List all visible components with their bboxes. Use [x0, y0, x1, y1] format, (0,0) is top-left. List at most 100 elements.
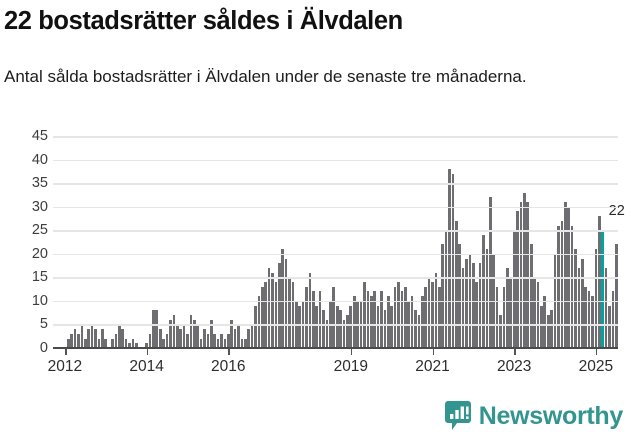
- bar: [257, 296, 261, 348]
- x-axis-labels: 2012 2014 2016 2019 2021 2023 2025: [48, 358, 618, 382]
- bar: [523, 192, 526, 348]
- bar: [563, 201, 567, 348]
- bar: [66, 338, 70, 348]
- bar: [529, 244, 533, 348]
- bar: [383, 310, 387, 348]
- y-axis-tick-label: 40: [31, 151, 48, 168]
- bar: [540, 305, 543, 348]
- gridline: [53, 324, 618, 326]
- bar: [509, 277, 513, 348]
- bar: [281, 249, 285, 348]
- bar: [461, 267, 465, 348]
- x-axis-tick-mark: [514, 348, 516, 355]
- y-axis-tick-label: 15: [31, 269, 48, 286]
- bar: [550, 310, 553, 348]
- bar: [543, 296, 547, 348]
- bar: [465, 258, 468, 348]
- bar: [366, 291, 370, 348]
- bar: [77, 333, 80, 348]
- gridline: [53, 277, 618, 279]
- bar: [574, 249, 577, 348]
- bar: [380, 291, 383, 348]
- bar: [111, 338, 114, 348]
- bar: [597, 216, 601, 348]
- bar: [448, 168, 451, 348]
- bar: [577, 267, 581, 348]
- bar: [424, 286, 427, 348]
- bar: [322, 310, 325, 348]
- bar: [131, 338, 135, 348]
- bar: [199, 338, 203, 348]
- bar: [373, 291, 376, 348]
- bar: [196, 324, 199, 348]
- page-title: 22 bostadsrätter såldes i Älvdalen: [4, 7, 403, 35]
- gridline: [53, 183, 618, 185]
- bar: [192, 319, 196, 348]
- bar: [417, 315, 421, 348]
- bar: [97, 338, 101, 348]
- bar: [390, 305, 393, 348]
- newsworthy-logo[interactable]: Newsworthy: [444, 401, 623, 431]
- bar: [482, 234, 485, 348]
- bar: [369, 296, 373, 348]
- bar: [502, 286, 506, 348]
- bar: [179, 329, 182, 348]
- bar: [169, 319, 172, 348]
- gridline: [53, 300, 618, 303]
- x-axis-tick-marks: [53, 348, 618, 356]
- bar: [458, 244, 462, 348]
- bar: [420, 296, 424, 348]
- bar: [546, 315, 550, 348]
- chart-plot-wrapper: 0 5 10 15 20 25 30 35 40 45 22 2012 2014 2016 2019 20…: [0, 129, 631, 386]
- bar: [349, 305, 353, 348]
- bar: [271, 272, 274, 348]
- bar: [318, 291, 322, 348]
- bar: [444, 230, 448, 348]
- gridline: [53, 230, 618, 232]
- y-axis-tick-label: 25: [31, 222, 48, 239]
- bar: [342, 319, 346, 348]
- x-axis-tick-mark: [595, 348, 598, 355]
- bar: [264, 282, 268, 348]
- bar: [608, 305, 611, 348]
- x-axis-tick-label: 2016: [211, 358, 246, 375]
- bar: [240, 338, 244, 348]
- bar: [519, 201, 523, 348]
- bar: [101, 329, 104, 348]
- bar: [155, 310, 159, 348]
- bar: [254, 305, 257, 348]
- gridline: [53, 253, 618, 256]
- x-axis-tick-label: 2019: [333, 358, 369, 375]
- bar: [158, 329, 162, 348]
- bar: [431, 282, 434, 348]
- bar: [451, 173, 455, 348]
- bar: [335, 305, 339, 348]
- bar: [305, 286, 308, 348]
- bar: [165, 333, 169, 348]
- bar: [247, 329, 251, 348]
- bar: [267, 267, 271, 348]
- x-axis-tick-mark: [64, 348, 67, 355]
- x-axis-tick-mark: [432, 348, 435, 355]
- bar: [203, 329, 206, 348]
- x-axis-tick-label: 2014: [129, 358, 164, 375]
- x-axis-tick-mark: [146, 348, 149, 355]
- gridline: [53, 206, 618, 209]
- bar: [243, 338, 247, 348]
- bar: [376, 305, 380, 348]
- y-axis-tick-label: 10: [31, 292, 48, 309]
- bar: [104, 338, 108, 348]
- bar: [288, 277, 291, 348]
- bar: [594, 249, 598, 348]
- bar: [393, 286, 397, 348]
- bar: [312, 291, 315, 348]
- bar: [260, 286, 264, 348]
- bar: [339, 310, 342, 348]
- bar: [84, 338, 87, 348]
- bar: [472, 263, 475, 348]
- y-axis-tick-label: 20: [31, 245, 48, 262]
- bar: [526, 201, 530, 348]
- bar: [536, 282, 540, 348]
- bar: [206, 333, 210, 348]
- bar: [499, 315, 502, 348]
